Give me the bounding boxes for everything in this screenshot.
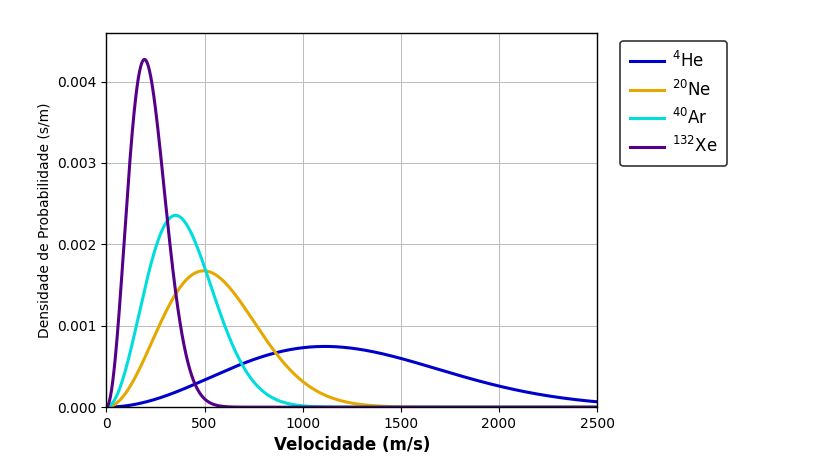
$^{20}$Ne xyxy=(191,270,200,276)
$^{20}$Ne xyxy=(468,404,478,410)
$^{4}$He xyxy=(289,346,299,352)
$^{40}$Ar xyxy=(468,404,478,410)
Line: $^{4}$He: $^{4}$He xyxy=(106,346,597,407)
$^{20}$Ne xyxy=(101,404,111,410)
$^{132}$Xe xyxy=(420,404,430,410)
$^{40}$Ar xyxy=(420,404,430,410)
$^{40}$Ar xyxy=(170,212,180,218)
$^{40}$Ar xyxy=(592,404,602,410)
$^{132}$Xe xyxy=(191,383,200,388)
Y-axis label: Densidade de Probabilidade (s/m): Densidade de Probabilidade (s/m) xyxy=(38,102,52,338)
$^{40}$Ar xyxy=(396,404,406,410)
$^{4}$He xyxy=(420,363,430,368)
$^{4}$He xyxy=(191,381,200,387)
$^{132}$Xe xyxy=(468,404,478,410)
$^{132}$Xe xyxy=(101,404,111,410)
$^{4}$He xyxy=(468,376,478,382)
$^{20}$Ne xyxy=(289,371,299,376)
$^{132}$Xe xyxy=(396,404,406,410)
$^{20}$Ne xyxy=(505,404,515,410)
Line: $^{20}$Ne: $^{20}$Ne xyxy=(106,271,597,407)
Line: $^{132}$Xe: $^{132}$Xe xyxy=(106,59,597,407)
$^{132}$Xe xyxy=(289,404,299,410)
$^{20}$Ne xyxy=(199,268,209,274)
$^{4}$He xyxy=(396,356,406,361)
Legend: $^{4}$He, $^{20}$Ne, $^{40}$Ar, $^{132}$Xe: $^{4}$He, $^{20}$Ne, $^{40}$Ar, $^{132}$… xyxy=(620,41,727,167)
$^{4}$He xyxy=(592,399,602,405)
Line: $^{40}$Ar: $^{40}$Ar xyxy=(106,215,597,407)
$^{40}$Ar xyxy=(289,402,299,408)
$^{40}$Ar xyxy=(101,404,111,410)
$^{4}$He xyxy=(101,404,111,410)
$^{40}$Ar xyxy=(191,240,200,246)
X-axis label: Velocidade (m/s): Velocidade (m/s) xyxy=(273,437,430,454)
$^{20}$Ne xyxy=(396,404,406,410)
$^{4}$He xyxy=(505,386,515,391)
$^{132}$Xe xyxy=(140,57,150,62)
$^{20}$Ne xyxy=(420,404,430,410)
$^{4}$He xyxy=(320,344,330,349)
$^{40}$Ar xyxy=(505,404,515,410)
$^{20}$Ne xyxy=(592,404,602,410)
$^{132}$Xe xyxy=(592,404,602,410)
$^{132}$Xe xyxy=(505,404,515,410)
